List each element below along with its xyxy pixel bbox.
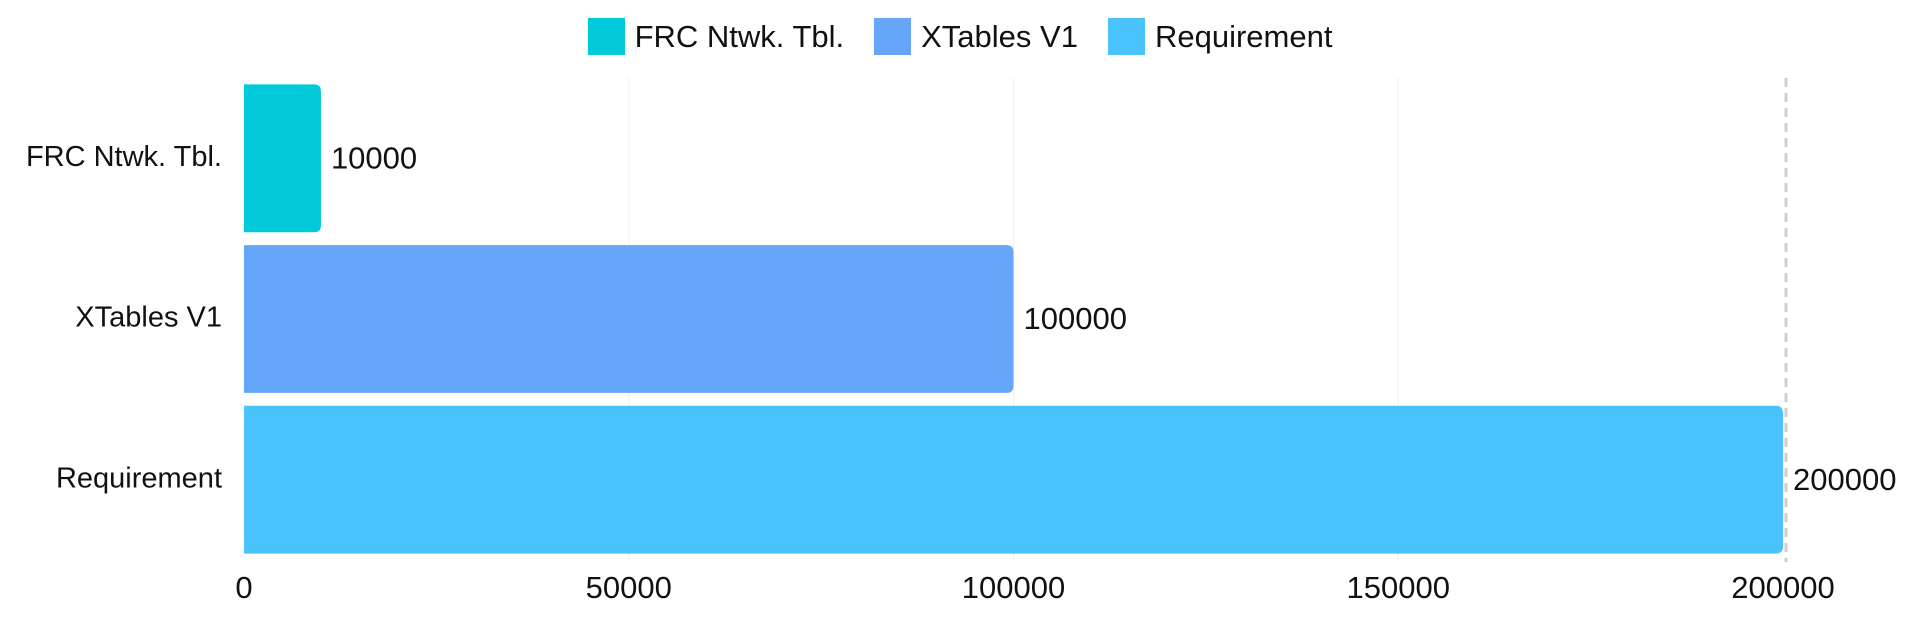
legend-item-requirement[interactable]: Requirement — [1107, 18, 1333, 55]
bar — [244, 84, 321, 233]
category-label: FRC Ntwk. Tbl. — [26, 141, 222, 173]
legend-swatch — [587, 18, 625, 55]
data-label: 10000 — [331, 141, 417, 176]
legend-item-xtables-v1[interactable]: XTables V1 — [874, 18, 1078, 55]
legend-label: Requirement — [1154, 18, 1333, 54]
category-label: XTables V1 — [75, 302, 222, 334]
bar — [244, 245, 1014, 393]
legend-label: XTables V1 — [921, 18, 1078, 54]
x-tick-label: 100000 — [962, 570, 1065, 605]
data-label: 200000 — [1793, 462, 1896, 497]
x-tick-label: 150000 — [1347, 570, 1450, 605]
legend-label: FRC Ntwk. Tbl. — [634, 18, 845, 54]
x-tick-label: 200000 — [1731, 570, 1834, 605]
category-label: Requirement — [56, 462, 222, 494]
x-tick-label: 0 — [235, 570, 252, 605]
bar — [244, 405, 1783, 554]
data-label: 100000 — [1024, 301, 1127, 336]
legend-item-frc-ntwk-tbl[interactable]: FRC Ntwk. Tbl. — [587, 18, 845, 55]
legend-swatch — [1107, 18, 1145, 55]
legend-swatch — [874, 18, 912, 55]
x-tick-label: 50000 — [586, 570, 672, 605]
chart-legend: FRC Ntwk. Tbl. XTables V1 Requirement — [0, 18, 1920, 55]
